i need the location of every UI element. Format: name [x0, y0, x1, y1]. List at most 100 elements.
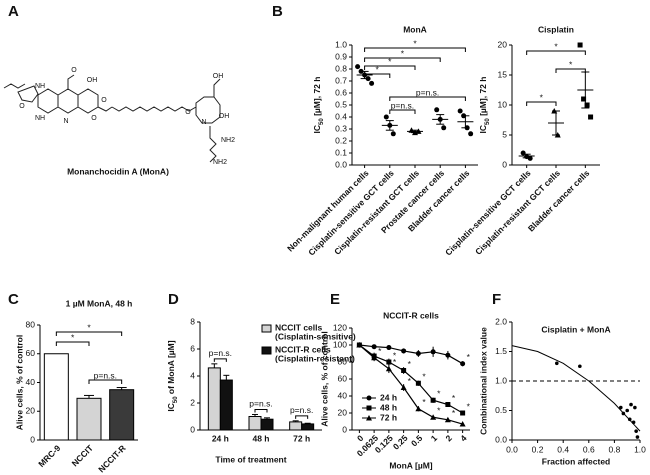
y-label-main: IC	[166, 403, 176, 412]
data-point	[459, 421, 466, 427]
data-point	[578, 364, 582, 369]
x-tick-label: 1	[429, 433, 440, 444]
data-point	[629, 402, 633, 407]
significance-label: *	[467, 401, 471, 411]
data-point	[415, 351, 421, 356]
x-tick-label: NCCIT-R	[96, 443, 127, 474]
atom-label: OH	[219, 113, 230, 120]
atom-label: NH	[35, 115, 45, 122]
x-tick-label: 0.0	[506, 444, 518, 454]
significance-label: *	[437, 389, 441, 399]
y-tick-label: 4	[190, 370, 195, 380]
y-axis-label: IC50 of MonA [µM]	[166, 340, 178, 411]
y-tick-label: 120	[333, 322, 347, 332]
significance-label: *	[71, 332, 75, 342]
y-tick-label: 40	[26, 377, 36, 387]
x-tick-label: 1.0	[634, 444, 646, 454]
data-point	[457, 108, 463, 114]
data-point	[430, 414, 437, 420]
data-point	[634, 429, 638, 433]
legend-label: 24 h	[380, 392, 397, 402]
y-tick-label: 0.2	[335, 135, 347, 145]
significance-label: *	[467, 352, 471, 362]
y-label-main: IC	[478, 125, 488, 134]
bar	[207, 367, 221, 431]
significance-bracket	[364, 47, 466, 52]
atom-label: OH	[87, 77, 98, 84]
panel-letter: F	[492, 291, 501, 308]
significance-label: *	[408, 376, 412, 386]
data-point	[369, 80, 375, 86]
y-axis-label: Combinational index value	[478, 327, 488, 435]
data-point	[386, 345, 392, 351]
bar	[76, 397, 102, 441]
significance-bracket	[364, 57, 441, 62]
data-point	[441, 125, 447, 131]
significance-bracket	[55, 331, 123, 336]
y-tick-label: 0	[342, 424, 347, 434]
x-tick-label: 48 h	[252, 433, 269, 443]
atom-label: O	[185, 109, 191, 116]
chart-title: 1 µM MonA, 48 h	[66, 298, 133, 308]
bar	[301, 423, 315, 431]
data-point	[366, 395, 372, 401]
y-label-sub: 50	[485, 118, 491, 125]
significance-label: *	[422, 397, 426, 407]
y-tick-label: 0.1	[335, 147, 347, 157]
significance-bracket	[213, 358, 227, 362]
data-point	[635, 435, 640, 439]
significance-bracket	[364, 65, 416, 70]
data-point	[383, 114, 389, 120]
atom-label: O	[71, 67, 77, 74]
significance-bracket	[526, 101, 557, 106]
data-point	[621, 411, 626, 416]
y-tick-label: 0.9	[335, 51, 347, 61]
significance-bracket	[88, 379, 123, 384]
x-tick-label: 0.8	[608, 444, 620, 454]
y-label-rest: of MonA [µM]	[166, 340, 176, 396]
bar	[219, 379, 233, 431]
y-tick-label: 60	[338, 373, 348, 383]
significance-bracket	[295, 415, 309, 419]
panel-letter: A	[8, 3, 19, 20]
atom-label: O	[19, 103, 25, 110]
y-tick-label: 2.0	[495, 316, 507, 326]
y-axis-label: IC50 [µM], 72 h	[478, 77, 490, 134]
data-point	[390, 131, 396, 137]
chart-title: NCCIT-R cells	[383, 310, 439, 320]
y-tick-label: 40	[338, 390, 348, 400]
atom-label: N	[201, 119, 206, 126]
data-point	[520, 150, 526, 156]
significance-label: p=n.s.	[209, 348, 232, 358]
x-axis-label: MonA [µM]	[389, 460, 432, 470]
y-axis-label: Alive cells, % of control	[319, 331, 329, 426]
significance-label: *	[393, 350, 397, 360]
atom-label: OH	[213, 73, 224, 80]
data-point	[415, 405, 422, 412]
x-axis-label: Fraction affected	[542, 456, 611, 466]
legend-label: NCCIT-R cells	[275, 344, 331, 354]
y-tick-label: 2	[190, 397, 195, 407]
significance-label: *	[87, 322, 91, 332]
y-tick-label: 10	[498, 99, 508, 109]
significance-label: *	[437, 406, 441, 416]
panel-letter: E	[330, 291, 340, 308]
significance-label: p=n.s.	[249, 399, 272, 409]
atom-label: O	[91, 115, 97, 122]
fit-curve	[511, 345, 641, 432]
atom-label: N	[63, 118, 68, 125]
data-point	[401, 368, 407, 373]
atom-label: O	[101, 97, 107, 104]
y-tick-label: 80	[338, 356, 348, 366]
y-tick-label: 8	[190, 316, 195, 326]
data-point	[386, 359, 392, 365]
chart-title: Cisplatin + MonA	[541, 324, 610, 334]
y-tick-label: 0.0	[495, 434, 507, 444]
y-tick-label: 0.4	[335, 111, 347, 121]
data-point	[627, 417, 632, 422]
significance-label: *	[422, 372, 426, 382]
significance-label: *	[452, 393, 456, 403]
y-axis-label: Alive cells, % of control	[14, 335, 24, 430]
x-tick-label: 0.6	[583, 444, 595, 454]
